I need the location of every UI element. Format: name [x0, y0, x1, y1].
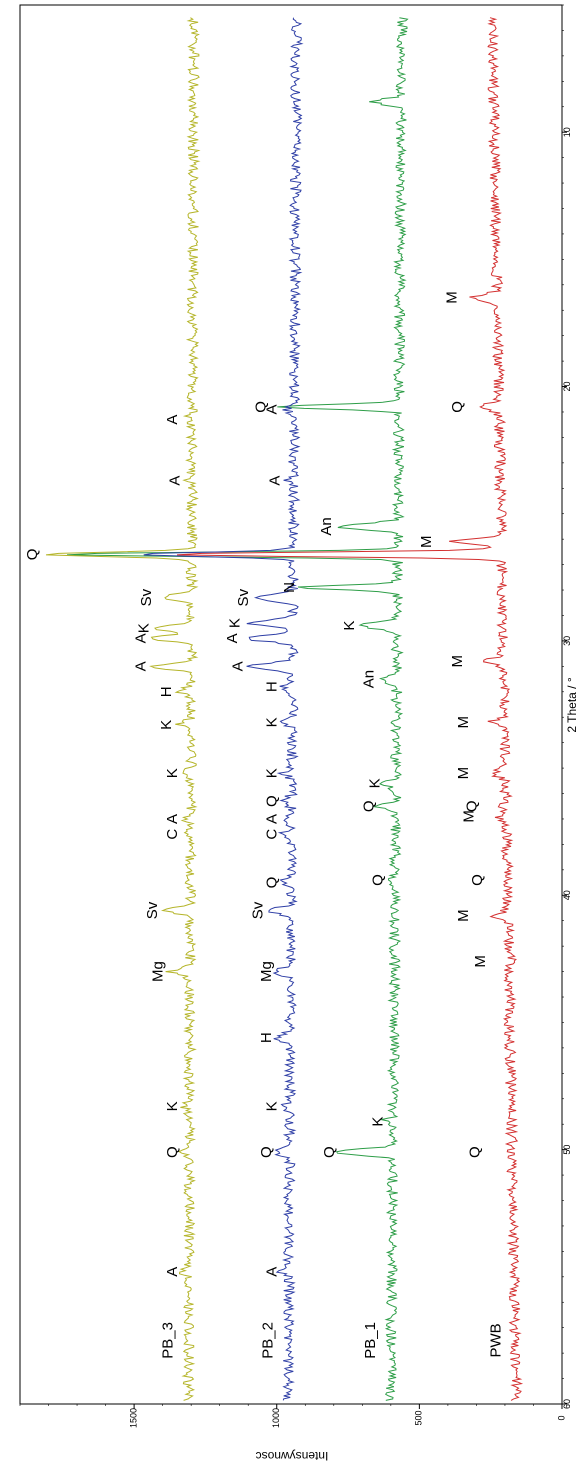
peak-label: A	[264, 1267, 281, 1277]
peak-label: Q	[321, 1146, 338, 1158]
peak-label: H	[264, 681, 281, 692]
peak-label: A	[167, 476, 184, 486]
peak-label: Sv	[235, 588, 252, 606]
peak-label: N	[281, 582, 298, 593]
peak-label: A	[267, 476, 284, 486]
y-axis-title: Intensywnosc	[256, 1449, 329, 1463]
peak-label: An	[318, 517, 335, 535]
peak-label: Q	[361, 800, 378, 812]
peak-label: Q	[258, 1146, 275, 1158]
series-line-pb_2	[143, 17, 304, 1401]
peak-label: M	[418, 535, 435, 548]
x-tick-label: 30	[562, 636, 572, 646]
x-tick-label: 50	[562, 1145, 572, 1155]
peak-label: A	[133, 633, 150, 643]
peak-label: M	[455, 909, 472, 922]
peak-label: H	[258, 1032, 275, 1043]
peak-label: K	[135, 623, 152, 633]
peak-label: H	[158, 686, 175, 697]
y-tick-label: 1000	[271, 1408, 281, 1428]
peak-label: Mg	[258, 961, 275, 982]
peak-label: M	[472, 955, 489, 968]
peak-label: M	[455, 767, 472, 780]
peak-label: Sv	[249, 901, 266, 919]
peak-label: Q	[264, 877, 281, 889]
peak-label: K	[369, 1117, 386, 1127]
peak-label: Sv	[144, 901, 161, 919]
peak-label: M	[449, 655, 466, 668]
series-name-label: PB_2	[259, 1322, 276, 1359]
x-tick-label: 40	[562, 890, 572, 900]
peak-label: A	[164, 415, 181, 425]
peak-label: M	[455, 716, 472, 729]
peak-label: Q	[466, 1146, 483, 1158]
peak-label: M	[461, 810, 478, 823]
peak-label: A	[264, 404, 281, 414]
series-line-pb_1	[66, 17, 409, 1401]
peak-label: K	[264, 717, 281, 727]
x-tick-label: 60	[562, 1399, 572, 1409]
peak-label: C	[264, 829, 281, 840]
series-name-label: PB_3	[160, 1322, 177, 1359]
peak-label: A	[164, 1267, 181, 1277]
peak-label: K	[366, 778, 383, 788]
peak-label: Q	[463, 800, 480, 812]
peak-label: K	[164, 1101, 181, 1111]
axes-group: 10 20 30 40 50 60 0 500 1000 1500 2 Theta / ° Inten…	[19, 4, 579, 1463]
peak-label: K	[264, 1101, 281, 1111]
peak-label: Q	[164, 1146, 181, 1158]
peak-label: Q	[24, 549, 41, 561]
peak-label: Q	[369, 874, 386, 886]
peak-labels-layer: PWBMQMMMMMQQMMQPB_1QAnNKAnKQQKQPB_2AASvK…	[24, 291, 505, 1358]
peak-label: C	[164, 829, 181, 840]
peak-label: K	[158, 720, 175, 730]
plot-frame	[19, 4, 563, 1405]
peak-label: A	[164, 814, 181, 824]
series-name-label: PWB	[488, 1323, 505, 1357]
peak-label: Q	[469, 874, 486, 886]
peak-label: Q	[449, 401, 466, 413]
peak-label: K	[227, 618, 244, 628]
peak-label: K	[264, 768, 281, 778]
peak-label: Q	[252, 401, 269, 413]
peak-label: Sv	[138, 588, 155, 606]
peak-label: M	[443, 291, 460, 304]
peak-label: Q	[264, 795, 281, 807]
series-line-pwb	[176, 17, 524, 1401]
x-tick-label: 10	[562, 127, 572, 137]
x-tick-label: 20	[562, 382, 572, 392]
y-tick-label: 500	[414, 1410, 424, 1425]
series-line-pb_3	[45, 17, 201, 1401]
y-tick-label: 1500	[128, 1408, 138, 1428]
y-tick-label: 0	[556, 1415, 566, 1420]
peak-label: Mg	[150, 961, 167, 982]
series-layer	[45, 17, 524, 1401]
peak-label: An	[361, 670, 378, 688]
peak-label: A	[224, 633, 241, 643]
peak-label: A	[133, 661, 150, 671]
peak-label: A	[264, 814, 281, 824]
x-axis-title: 2 Theta / °	[565, 677, 579, 732]
series-name-label: PB_1	[362, 1322, 379, 1359]
peak-label: K	[341, 621, 358, 631]
peak-label: A	[230, 661, 247, 671]
peak-label: K	[164, 768, 181, 778]
